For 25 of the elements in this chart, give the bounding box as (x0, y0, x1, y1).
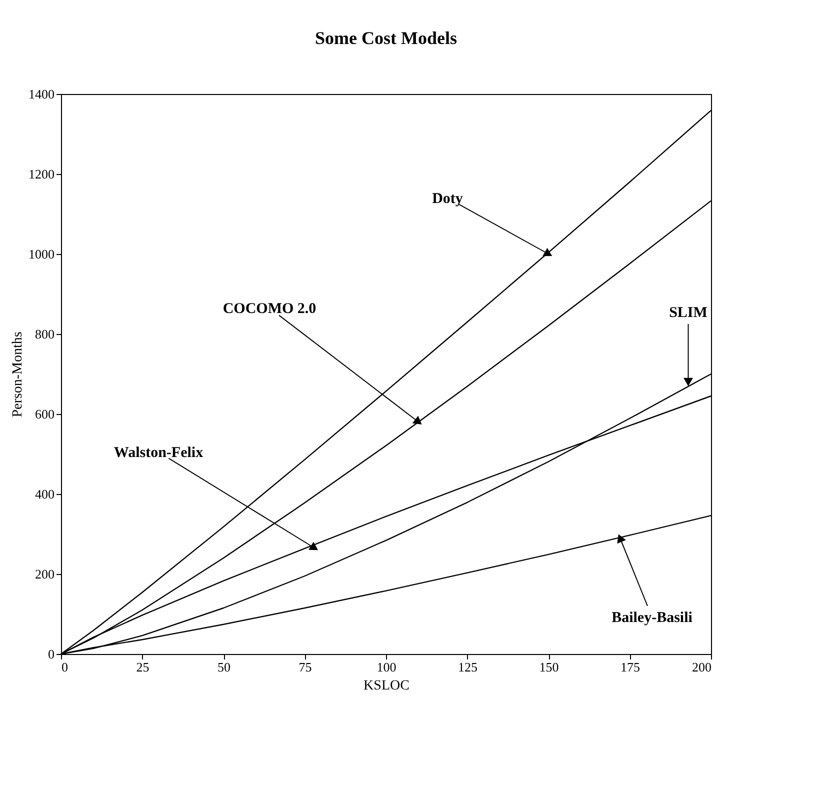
x-tick-label: 75 (298, 660, 312, 674)
y-tick-label: 1400 (28, 86, 54, 102)
y-tick-label: 0 (48, 646, 54, 662)
annotation: Bailey-Basili (612, 610, 692, 626)
x-tick-label: 0 (62, 660, 68, 674)
y-axis-title: Person-Months (10, 332, 26, 418)
annotation: Doty (432, 191, 464, 207)
chart-title: Some Cost Models (315, 28, 457, 48)
x-tick-label: 175 (620, 660, 640, 674)
y-tick-label: 800 (35, 326, 54, 342)
annotation: COCOMO 2.0 (222, 301, 316, 317)
x-tick-label: 200 (692, 660, 712, 674)
y-tick-label: 600 (35, 406, 54, 422)
y-tick-label: 1200 (28, 166, 54, 182)
x-tick-label: 150 (539, 660, 559, 674)
x-tick-label: 50 (218, 660, 230, 674)
x-axis-title: KSLOC (364, 678, 410, 694)
annotation: SLIM (669, 305, 708, 321)
x-tick-label: 125 (458, 660, 478, 674)
x-tick-label: 25 (136, 660, 150, 674)
y-tick-label: 200 (35, 566, 54, 582)
y-tick-label: 1000 (28, 246, 54, 262)
annotation: Walston-Felix (114, 445, 204, 461)
x-tick-label: 100 (376, 660, 396, 674)
y-tick-label: 400 (35, 486, 54, 502)
